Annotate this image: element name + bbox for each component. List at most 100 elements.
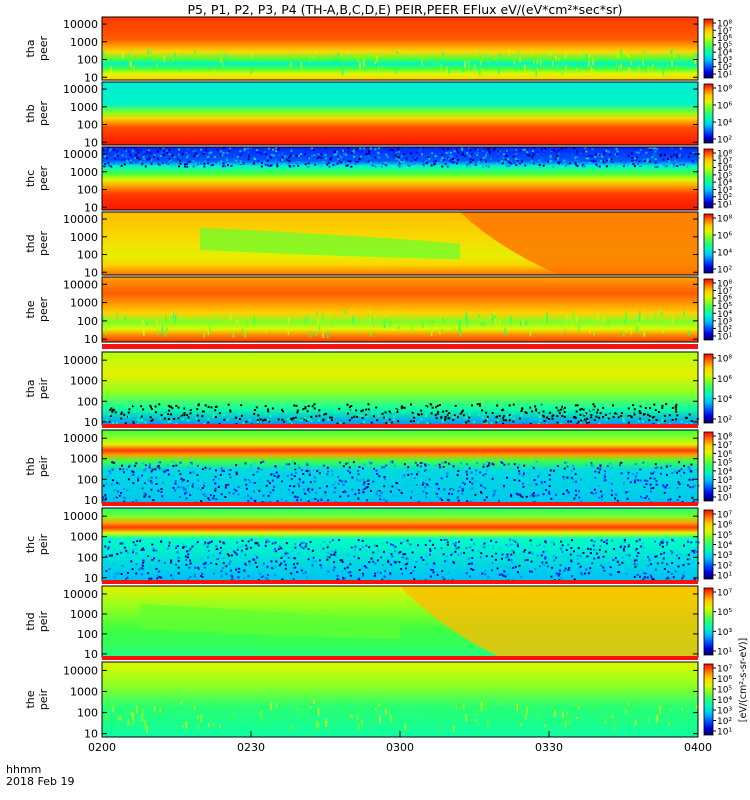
y-tick-label: 10000: [63, 83, 98, 96]
panel-thc-peir: 10 100 1000 10000 thc peir 10⁷10⁶10⁵10⁴10³10²1…: [24, 507, 732, 585]
y-tick-label: 10: [84, 136, 98, 149]
y-tick-label: 1000: [70, 101, 98, 114]
panel-frame: [101, 16, 699, 81]
y-tick-label: 10: [84, 572, 98, 585]
colorbar-tick-label: 10⁸: [717, 433, 732, 443]
colorbar-tick-label: 10²: [717, 193, 732, 203]
panel-the-peir: 10 100 1000 10000 the peir 10⁷10⁶10⁵10⁴10³10²1…: [24, 661, 732, 741]
spectrogram-image: [102, 82, 698, 145]
y-tick-label: 100: [77, 249, 98, 262]
spectrogram-texture: [200, 212, 698, 275]
spectrogram-texture: [103, 403, 699, 427]
colorbar-tick-label: 10⁵: [717, 686, 732, 696]
panel-probe-label: the: [24, 690, 37, 708]
panel-species-label: peer: [37, 166, 50, 192]
x-tick-label: 0400: [684, 741, 712, 754]
colorbar: [703, 431, 714, 502]
panel-species-label: peir: [37, 377, 50, 399]
colorbar-tick-label: 10²: [717, 717, 732, 727]
spectrogram-image: [102, 508, 698, 581]
colorbar: [703, 278, 714, 341]
y-tick-label: 100: [77, 395, 98, 408]
colorbar-tick-label: 10⁴: [717, 541, 732, 551]
colorbar-tick-label: 10⁷: [717, 287, 732, 297]
y-tick-label: 1000: [70, 531, 98, 544]
colorbar-tick-label: 10³: [717, 56, 732, 66]
colorbar-tick-label: 10⁶: [717, 34, 732, 44]
colorbar-tick-label: 10⁸: [717, 355, 732, 365]
colorbar: [703, 353, 714, 424]
time-axis: 0200 0230 0300 0330 0400: [88, 731, 712, 754]
y-tick-label: 10: [84, 266, 98, 279]
panel-probe-label: thd: [24, 612, 37, 630]
colorbar-tick-label: 10¹: [717, 494, 732, 504]
panel-separator-band: [102, 424, 698, 428]
panel-probe-label: thd: [24, 234, 37, 252]
colorbar: [703, 663, 714, 736]
panel-tha-peir: 10 100 1000 10000 tha peir 10⁸ 10⁶ 10⁴ 10²: [24, 351, 732, 429]
colorbar-tick-label: 10⁸: [717, 280, 732, 290]
colorbar-tick-label: 10²: [717, 416, 732, 426]
y-tick-label: 10: [84, 728, 98, 741]
y-tick-label: 10: [84, 494, 98, 507]
colorbar-tick-label: 10¹: [717, 71, 732, 81]
y-tick-label: 1000: [70, 686, 98, 699]
colorbar-tick-label: 10³: [717, 551, 732, 561]
colorbar-tick-label: 10²: [717, 136, 732, 146]
x-tick-label: 0230: [237, 741, 265, 754]
y-tick-label: 10000: [63, 18, 98, 31]
colorbar-tick-label: 10³: [717, 476, 732, 486]
colorbar-tick-label: 10³: [717, 186, 732, 196]
figure-title: P5, P1, P2, P3, P4 (TH-A,B,C,D,E) PEIR,P…: [187, 2, 622, 17]
spectrogram-image: [102, 277, 698, 342]
y-tick-label: 1000: [70, 297, 98, 310]
panel-species-label: peer: [37, 101, 50, 127]
colorbar-tick-label: 10⁴: [717, 310, 732, 320]
time-axis-format-label: hhmm: [6, 763, 41, 776]
y-tick-label: 10000: [63, 354, 98, 367]
spectrogram-texture: [102, 309, 697, 339]
colorbar: [703, 587, 714, 656]
colorbar-tick-label: 10³: [717, 628, 732, 638]
panel-frame: [101, 146, 699, 211]
panel-separator-band: [102, 502, 698, 506]
panel-thd-peir: 10 100 1000 10000 thd peir 10⁷ 10⁵ 10³ 10¹: [24, 585, 732, 661]
colorbar-tick-label: 10⁷: [717, 27, 732, 37]
y-tick-label: 10000: [63, 510, 98, 523]
y-tick-label: 1000: [70, 231, 98, 244]
colorbar-tick-label: 10⁷: [717, 157, 732, 167]
time-axis-date-label: 2018 Feb 19: [6, 775, 74, 788]
colorbar-tick-label: 10²: [717, 63, 732, 73]
colorbar-tick-label: 10⁴: [717, 49, 732, 59]
spectrogram-image: [102, 17, 698, 80]
panel-species-label: peir: [37, 610, 50, 632]
spectrogram-image: [102, 352, 698, 425]
y-tick-label: 100: [77, 473, 98, 486]
colorbar-tick-label: 10²: [717, 266, 732, 276]
panel-species-label: peer: [37, 297, 50, 323]
colorbar: [703, 148, 714, 209]
spectrogram-texture: [102, 147, 700, 168]
colorbar-tick-label: 10⁶: [717, 295, 732, 305]
colorbar-tick-label: 10⁵: [717, 302, 732, 312]
panel-separator-band: [102, 580, 698, 584]
colorbar-tick-label: 10⁶: [717, 102, 732, 112]
colorbar-tick-label: 10¹: [717, 201, 732, 211]
colorbar-tick-label: 10³: [717, 707, 732, 717]
colorbar: [703, 83, 714, 144]
y-tick-label: 10: [84, 648, 98, 661]
colorbar-tick-label: 10¹: [717, 333, 732, 343]
colorbar-units-label: [eV/(cm²-s-sr-eV)]: [738, 638, 749, 722]
panel-probe-label: thb: [24, 104, 37, 122]
colorbar-tick-label: 10⁴: [717, 119, 732, 129]
colorbar-tick-label: 10⁶: [717, 521, 732, 531]
panel-species-label: peer: [37, 231, 50, 257]
panel-probe-label: thc: [24, 536, 37, 553]
panel-probe-label: tha: [24, 39, 37, 57]
colorbar-tick-label: 10⁷: [717, 441, 732, 451]
panel-frame: [101, 81, 699, 146]
x-tick-label: 0330: [535, 741, 563, 754]
colorbar-tick-label: 10⁴: [717, 395, 732, 405]
